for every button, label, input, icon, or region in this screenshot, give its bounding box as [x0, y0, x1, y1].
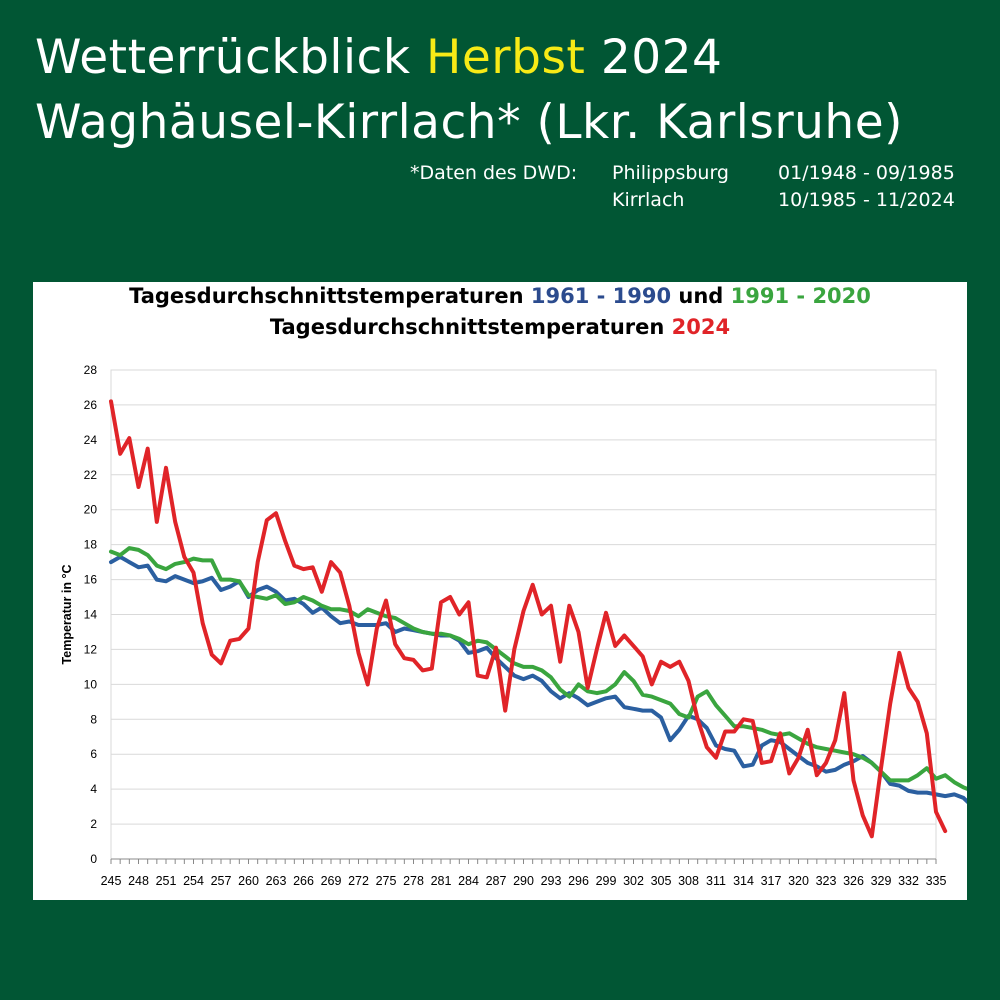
- x-tick-label: 296: [568, 874, 589, 888]
- y-tick-label: 10: [84, 677, 98, 691]
- chart-title-line-1: Tagesdurchschnittstemperaturen 1961 - 19…: [33, 284, 967, 308]
- page-title-line-1: Wetterrückblick Herbst 2024: [35, 30, 722, 85]
- x-tick-label: 311: [706, 874, 726, 888]
- x-tick-label: 290: [513, 874, 534, 888]
- y-tick-label: 26: [84, 398, 98, 412]
- source-label: *Daten des DWD:: [410, 162, 578, 184]
- x-tick-label: 329: [871, 874, 892, 888]
- series-line-1961-1990: [109, 554, 967, 804]
- x-tick-label: 293: [541, 874, 562, 888]
- x-tick-label: 275: [376, 874, 397, 888]
- x-tick-label: 251: [156, 874, 177, 888]
- title-text: Wetterrückblick: [35, 30, 427, 85]
- x-tick-label: 323: [816, 874, 837, 888]
- x-tick-label: 248: [128, 874, 149, 888]
- station1-period: 01/1948 - 09/1985: [778, 162, 955, 184]
- chart-title-period-1961-1990: 1961 - 1990: [530, 284, 672, 308]
- x-tick-label: 272: [348, 874, 369, 888]
- x-tick-label: 269: [321, 874, 342, 888]
- chart-title-year-2024: 2024: [671, 315, 731, 339]
- series-line-2024: [109, 399, 948, 839]
- x-tick-label: 263: [266, 874, 287, 888]
- station2-name: Kirrlach: [612, 189, 685, 211]
- station1-name: Philippsburg: [612, 162, 729, 184]
- x-tick-label: 278: [403, 874, 424, 888]
- x-tick-label: 245: [101, 874, 122, 888]
- x-tick-label: 308: [678, 874, 699, 888]
- title-year: 2024: [585, 30, 723, 85]
- y-tick-label: 14: [84, 608, 98, 622]
- series-line-1991-2020: [109, 546, 967, 791]
- y-tick-label: 18: [84, 538, 98, 552]
- page-title-line-2: Waghäusel-Kirrlach* (Lkr. Karlsruhe): [35, 95, 903, 150]
- x-tick-label: 266: [293, 874, 314, 888]
- chart-panel: Tagesdurchschnittstemperaturen 1961 - 19…: [33, 282, 967, 900]
- x-tick-label: 332: [898, 874, 919, 888]
- chart-title-text-2: Tagesdurchschnittstemperaturen: [269, 315, 672, 339]
- y-tick-label: 0: [90, 852, 97, 866]
- y-tick-label: 12: [84, 642, 98, 656]
- station2-period: 10/1985 - 11/2024: [778, 189, 955, 211]
- title-season-highlight: Herbst: [426, 30, 586, 85]
- x-tick-label: 317: [761, 874, 782, 888]
- y-tick-label: 24: [84, 433, 98, 447]
- x-tick-label: 281: [431, 874, 452, 888]
- y-tick-label: 8: [90, 712, 97, 726]
- x-tick-label: 284: [458, 874, 479, 888]
- x-tick-label: 287: [486, 874, 507, 888]
- y-tick-label: 22: [84, 468, 98, 482]
- x-tick-label: 260: [238, 874, 259, 888]
- y-tick-label: 4: [90, 782, 97, 796]
- chart-title-text: Tagesdurchschnittstemperaturen: [129, 284, 531, 308]
- x-tick-label: 314: [733, 874, 754, 888]
- x-tick-label: 335: [926, 874, 947, 888]
- x-tick-label: 326: [843, 874, 864, 888]
- y-tick-label: 28: [84, 363, 98, 377]
- x-tick-label: 299: [596, 874, 617, 888]
- y-tick-label: 2: [90, 817, 97, 831]
- x-tick-label: 305: [651, 874, 672, 888]
- y-tick-label: 16: [84, 573, 98, 587]
- x-tick-label: 302: [623, 874, 644, 888]
- y-tick-label: 20: [84, 503, 98, 517]
- y-tick-label: 6: [90, 747, 97, 761]
- x-tick-label: 254: [183, 874, 204, 888]
- x-tick-label: 257: [211, 874, 232, 888]
- chart-title-line-2: Tagesdurchschnittstemperaturen 2024: [33, 315, 967, 339]
- chart-title-period-1991-2020: 1991 - 2020: [730, 284, 871, 308]
- chart-title-connector: und: [671, 284, 731, 308]
- x-tick-label: 320: [788, 874, 809, 888]
- y-axis-label: Temperatur in °C: [60, 565, 74, 665]
